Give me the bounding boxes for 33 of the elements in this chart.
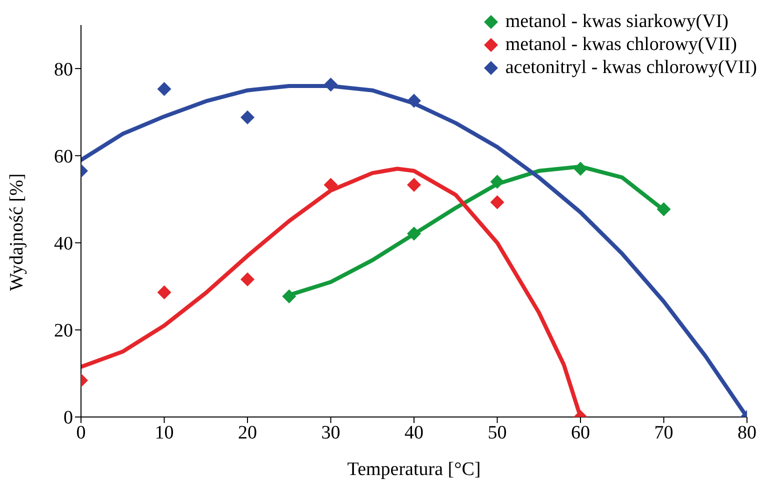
y-tick-label: 40 (54, 234, 73, 255)
point (324, 178, 338, 192)
y-tick-label: 0 (64, 408, 73, 429)
point (157, 285, 172, 300)
x-tick-label: 0 (76, 422, 86, 444)
x-tick-label: 10 (154, 422, 174, 444)
y-tick-label: 20 (54, 320, 73, 342)
point (157, 82, 172, 96)
x-tick-label: 50 (488, 422, 507, 444)
x-tick-label: 70 (654, 422, 674, 444)
point (490, 174, 504, 189)
point (240, 110, 254, 124)
y-tick-label: 60 (54, 146, 73, 168)
point (407, 226, 421, 241)
point (490, 195, 504, 210)
point (407, 94, 421, 108)
legend-label: metanol - kwas siarkowy(VI) (505, 10, 729, 33)
point (240, 272, 254, 286)
y-tick-label: 80 (54, 59, 73, 80)
point (407, 178, 421, 192)
point (324, 78, 338, 92)
x-tick-label: 30 (321, 422, 340, 444)
y-axis-title: Wydajność [%] (6, 173, 28, 291)
legend-label: acetonitryl - kwas chlorowy(VII) (505, 56, 757, 79)
point (574, 162, 588, 176)
x-tick-label: 20 (238, 422, 257, 444)
x-tick-label: 80 (738, 422, 756, 444)
point (282, 289, 296, 304)
x-axis-title: Temperatura [°C] (347, 459, 481, 480)
x-tick-label: 40 (404, 422, 424, 444)
x-tick-label: 60 (571, 422, 590, 444)
legend-label: metanol - kwas chlorowy(VII) (505, 33, 737, 56)
point (656, 202, 671, 216)
